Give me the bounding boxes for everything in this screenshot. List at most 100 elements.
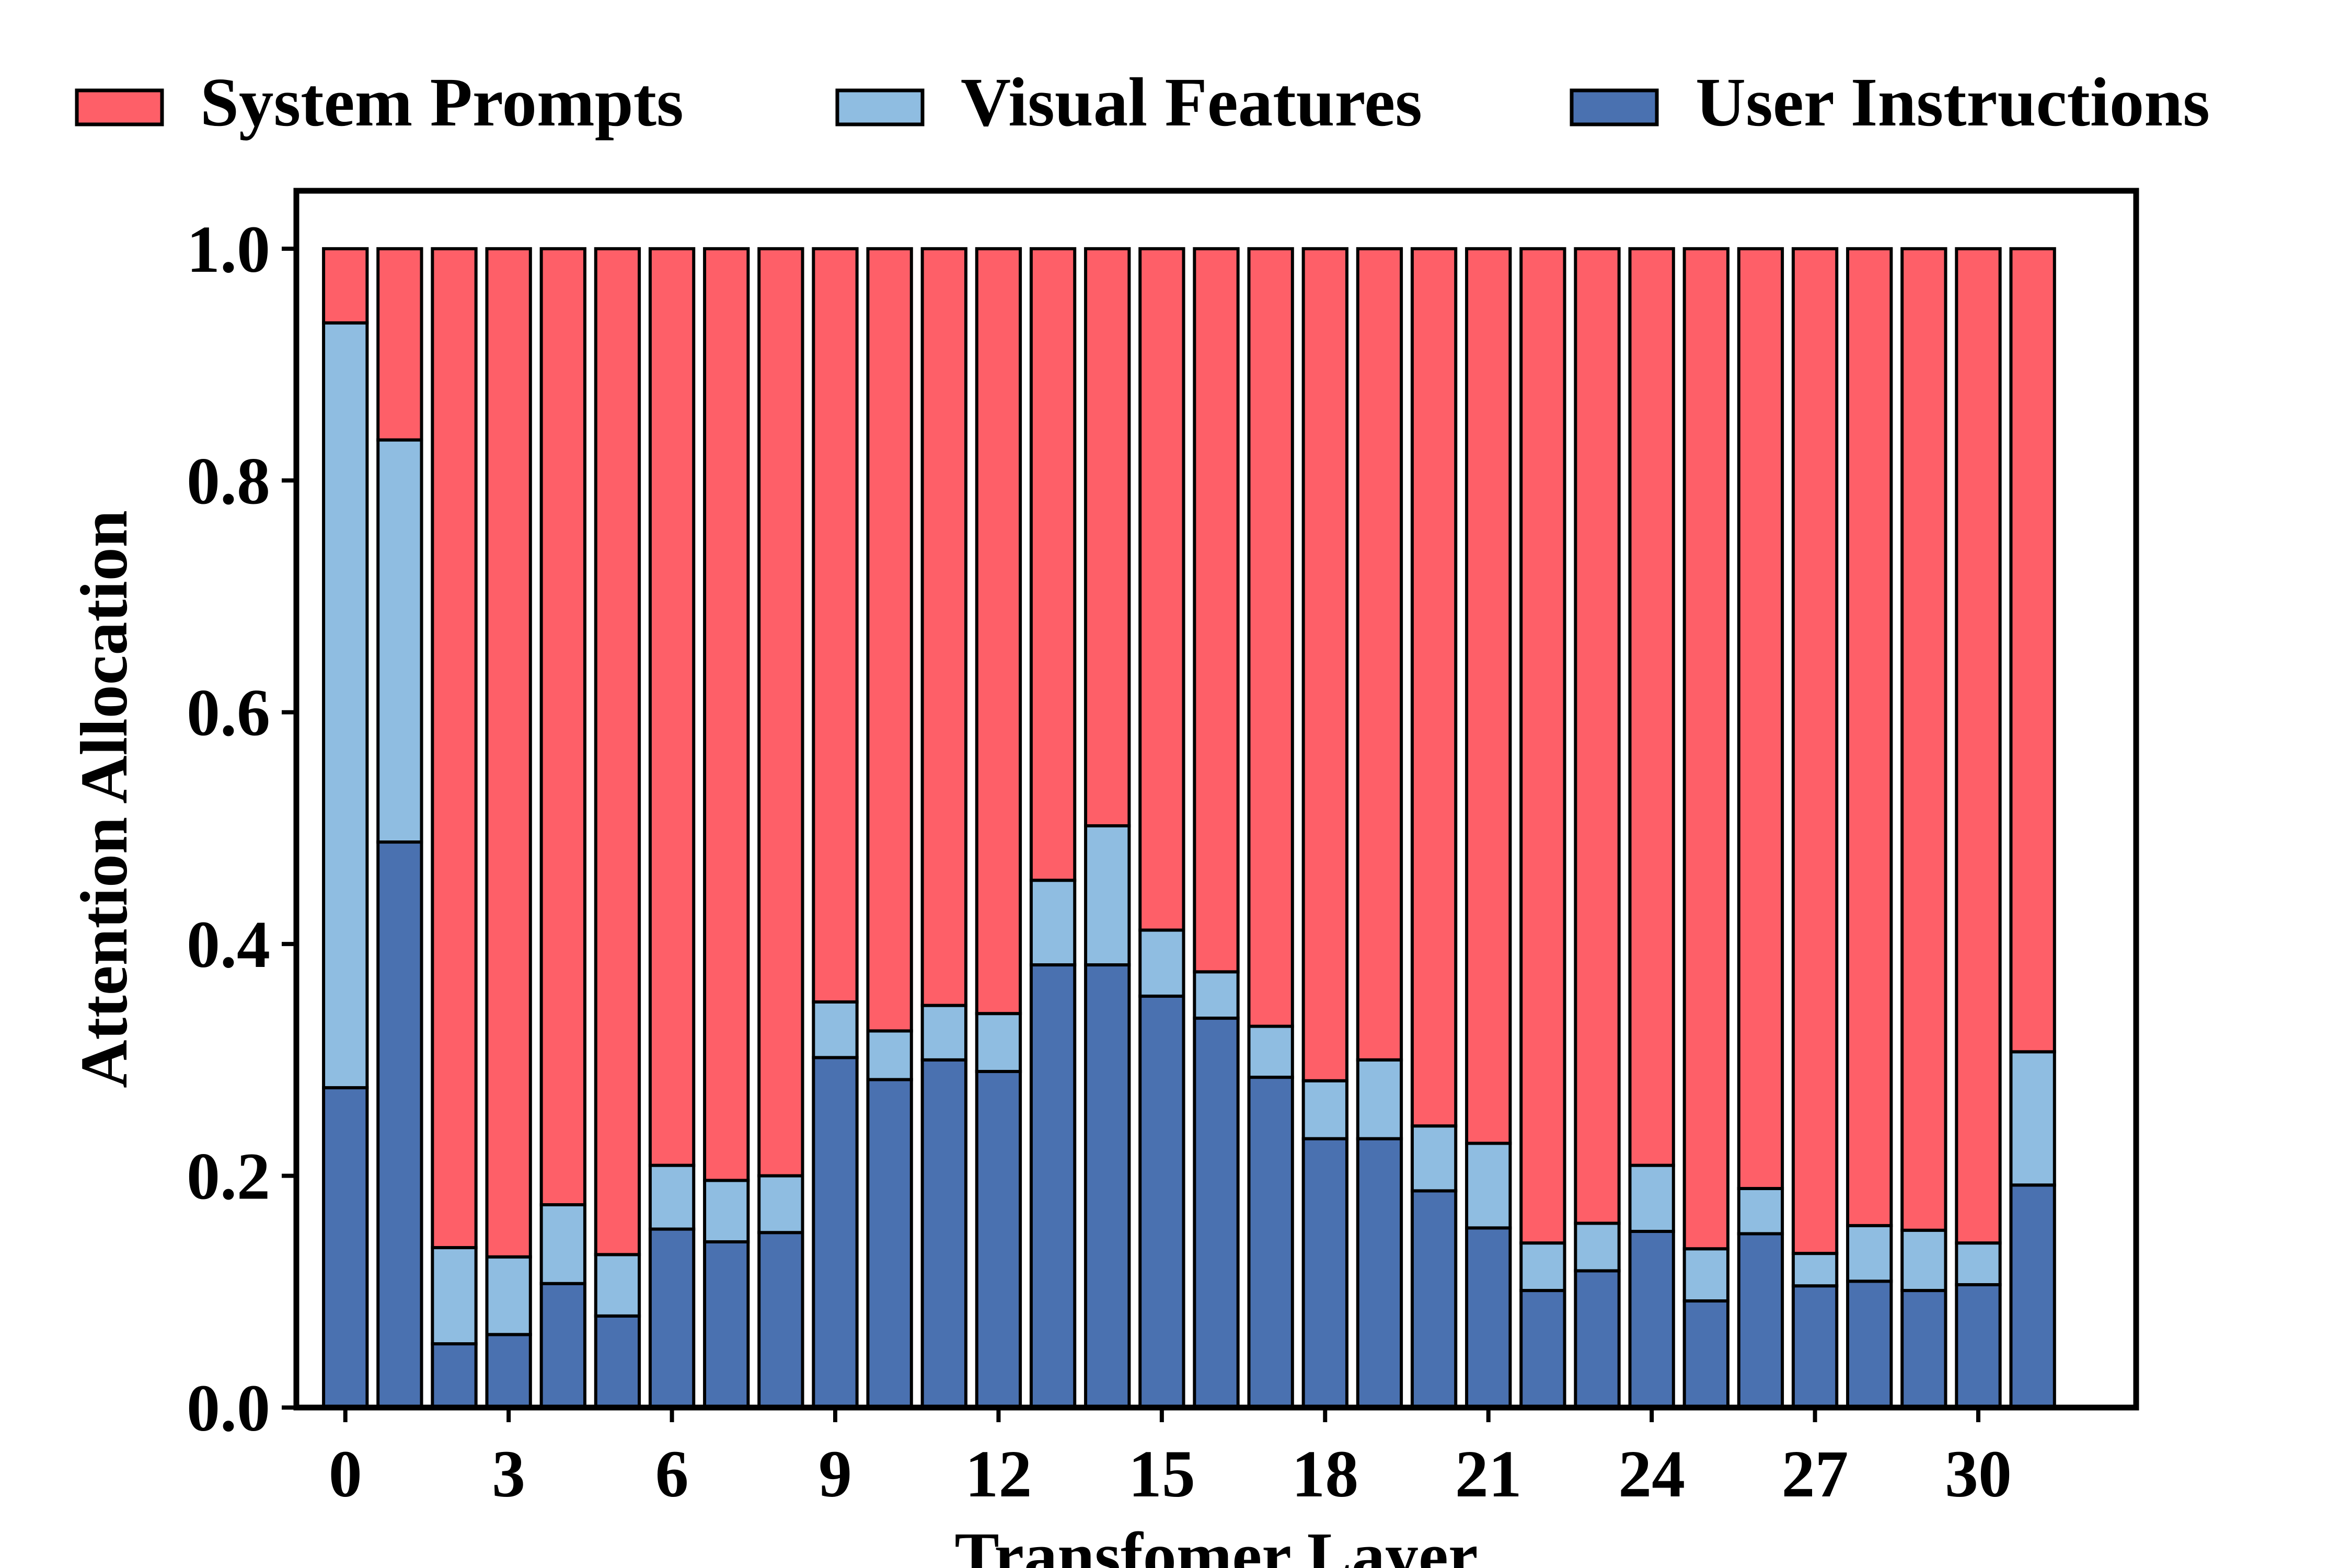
x-axis-label: Transfomer Layer <box>954 1519 1478 1568</box>
bar-user-instructions-layer-16 <box>1193 1017 1240 1410</box>
bar-visual-features-layer-23 <box>1574 1221 1621 1273</box>
bar-user-instructions-layer-27 <box>1791 1284 1839 1409</box>
bar-user-instructions-layer-11 <box>920 1058 967 1410</box>
x-tick-label: 0 <box>329 1437 362 1511</box>
bar-user-instructions-layer-29 <box>1900 1289 1947 1410</box>
bar-system-prompts-layer-17 <box>1247 247 1294 1028</box>
legend: System Prompts Visual Features User Inst… <box>75 63 2210 141</box>
bars-group <box>322 247 2056 1410</box>
bar-system-prompts-layer-19 <box>1356 247 1403 1062</box>
legend-swatch-system-prompts <box>75 88 164 126</box>
x-axis-ticks: 0 3 6 9 12 15 18 21 24 27 30 <box>329 1408 2012 1511</box>
bar-user-instructions-layer-17 <box>1247 1076 1294 1409</box>
bar-visual-features-layer-22 <box>1519 1241 1566 1293</box>
bar-visual-features-layer-18 <box>1301 1079 1348 1140</box>
bar-visual-features-layer-9 <box>812 1000 859 1059</box>
x-tick-label: 3 <box>492 1437 525 1511</box>
bar-system-prompts-layer-20 <box>1410 247 1458 1128</box>
bar-system-prompts-layer-2 <box>431 247 478 1250</box>
bar-system-prompts-layer-5 <box>594 247 641 1256</box>
bar-user-instructions-layer-10 <box>866 1078 913 1409</box>
bar-system-prompts-layer-27 <box>1791 247 1839 1255</box>
y-tick-label: 0.6 <box>187 676 270 750</box>
bar-visual-features-layer-10 <box>866 1029 913 1081</box>
bar-system-prompts-layer-31 <box>2009 247 2056 1054</box>
bar-visual-features-layer-30 <box>1955 1241 2002 1286</box>
bar-user-instructions-layer-2 <box>431 1342 478 1409</box>
bar-user-instructions-layer-9 <box>812 1056 859 1409</box>
bar-visual-features-layer-25 <box>1682 1247 1730 1303</box>
bar-visual-features-layer-28 <box>1846 1224 1893 1283</box>
bar-system-prompts-layer-11 <box>920 247 967 1007</box>
bar-user-instructions-layer-14 <box>1084 963 1131 1409</box>
bar-visual-features-layer-16 <box>1193 970 1240 1020</box>
bar-system-prompts-layer-6 <box>648 247 696 1167</box>
bar-system-prompts-layer-30 <box>1955 247 2002 1245</box>
bar-user-instructions-layer-0 <box>322 1086 369 1410</box>
x-tick-label: 15 <box>1128 1437 1195 1511</box>
bar-system-prompts-layer-22 <box>1519 247 1566 1245</box>
bar-user-instructions-layer-28 <box>1846 1279 1893 1410</box>
legend-label-visual-features: Visual Features <box>961 63 1422 141</box>
bar-user-instructions-layer-23 <box>1574 1269 1621 1410</box>
legend-item-system-prompts: System Prompts <box>75 63 684 141</box>
bar-user-instructions-layer-19 <box>1356 1137 1403 1409</box>
bar-system-prompts-layer-18 <box>1301 247 1348 1082</box>
bar-system-prompts-layer-28 <box>1846 247 1893 1227</box>
bar-visual-features-layer-3 <box>485 1255 532 1336</box>
bar-system-prompts-layer-26 <box>1737 247 1784 1190</box>
bar-user-instructions-layer-18 <box>1301 1137 1348 1409</box>
bar-visual-features-layer-19 <box>1356 1058 1403 1140</box>
bar-visual-features-layer-11 <box>920 1004 967 1062</box>
plot-frame <box>293 188 2139 1411</box>
y-axis-label: Attention Allocation <box>67 510 141 1088</box>
legend-item-visual-features: Visual Features <box>835 63 1422 141</box>
bar-system-prompts-layer-9 <box>812 247 859 1004</box>
bar-visual-features-layer-4 <box>539 1203 586 1285</box>
bar-system-prompts-layer-0 <box>322 247 369 325</box>
bar-user-instructions-layer-20 <box>1410 1189 1458 1409</box>
legend-item-user-instructions: User Instructions <box>1570 63 2210 141</box>
legend-swatch-user-instructions <box>1570 88 1659 126</box>
bar-system-prompts-layer-24 <box>1628 247 1675 1167</box>
bar-user-instructions-layer-8 <box>757 1231 804 1409</box>
bar-user-instructions-layer-31 <box>2009 1183 2056 1410</box>
bar-user-instructions-layer-1 <box>376 840 423 1409</box>
bar-user-instructions-layer-13 <box>1029 963 1077 1409</box>
bar-user-instructions-layer-4 <box>539 1282 586 1409</box>
bar-user-instructions-layer-7 <box>703 1240 750 1409</box>
bar-user-instructions-layer-24 <box>1628 1229 1675 1410</box>
bar-system-prompts-layer-16 <box>1193 247 1240 974</box>
bar-user-instructions-layer-12 <box>975 1070 1022 1409</box>
bar-system-prompts-layer-7 <box>703 247 750 1182</box>
bar-user-instructions-layer-3 <box>485 1333 532 1410</box>
bar-system-prompts-layer-10 <box>866 247 913 1033</box>
legend-swatch-visual-features <box>835 88 925 126</box>
bar-system-prompts-layer-3 <box>485 247 532 1259</box>
x-tick-label: 30 <box>1945 1437 2012 1511</box>
bar-user-instructions-layer-22 <box>1519 1289 1566 1410</box>
bar-user-instructions-layer-15 <box>1138 994 1185 1409</box>
y-tick-label: 0.4 <box>187 907 270 982</box>
bar-visual-features-layer-0 <box>322 321 369 1090</box>
bar-visual-features-layer-14 <box>1084 824 1131 967</box>
bar-visual-features-layer-29 <box>1900 1228 1947 1293</box>
bar-user-instructions-layer-21 <box>1465 1226 1512 1409</box>
bar-system-prompts-layer-21 <box>1465 247 1512 1145</box>
x-tick-label: 18 <box>1292 1437 1358 1511</box>
bar-user-instructions-layer-26 <box>1737 1232 1784 1409</box>
bar-system-prompts-layer-12 <box>975 247 1022 1016</box>
x-tick-label: 12 <box>965 1437 1032 1511</box>
y-tick-label: 0.2 <box>187 1139 270 1214</box>
bar-system-prompts-layer-4 <box>539 247 586 1206</box>
bar-system-prompts-layer-8 <box>757 247 804 1178</box>
y-tick-label: 0.8 <box>187 444 270 518</box>
bar-system-prompts-layer-23 <box>1574 247 1621 1225</box>
bar-user-instructions-layer-5 <box>594 1314 641 1409</box>
bar-visual-features-layer-6 <box>648 1163 696 1231</box>
bar-visual-features-layer-20 <box>1410 1124 1458 1193</box>
bar-visual-features-layer-15 <box>1138 928 1185 998</box>
bar-system-prompts-layer-13 <box>1029 247 1077 882</box>
bar-visual-features-layer-26 <box>1737 1186 1784 1236</box>
